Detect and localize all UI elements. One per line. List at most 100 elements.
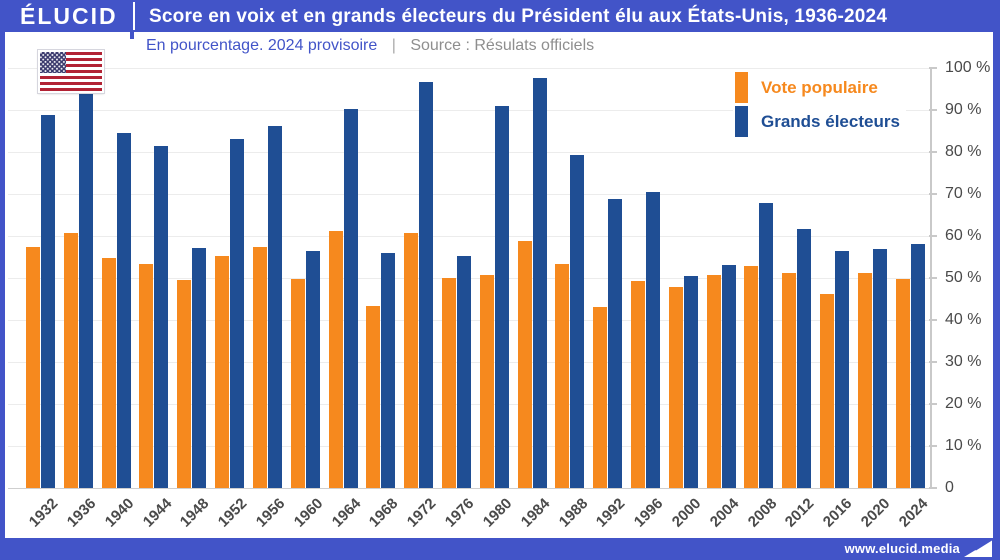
- frame-border-right: [993, 32, 1000, 538]
- y-tick-label-20%: 20 %: [945, 395, 982, 412]
- x-tick-label-2020: 2020: [857, 495, 894, 531]
- x-tick-label-1992: 1992: [593, 495, 629, 531]
- x-tick-label-1948: 1948: [177, 495, 213, 531]
- bar-grands-electeurs-1956: [267, 126, 282, 488]
- bar-grands-electeurs-1932: [41, 114, 55, 488]
- bar-vote-populaire-1944: [139, 263, 154, 488]
- bar-group-1996: 1996: [631, 68, 667, 531]
- bar-group-1940: 1940: [102, 68, 137, 531]
- x-axis-baseline: [8, 487, 931, 489]
- x-tick-label-2012: 2012: [782, 495, 818, 531]
- flag-pennant-icon: [964, 538, 992, 557]
- bar-vote-populaire-1972: [404, 233, 419, 488]
- y-tick-label-0: 0: [945, 479, 954, 496]
- bar-grands-electeurs-2024: [910, 243, 925, 488]
- bar-vote-populaire-1968: [366, 305, 381, 488]
- chart-legend: Vote populaire Grands électeurs: [733, 70, 906, 142]
- bar-grands-electeurs-1952: [230, 138, 245, 488]
- y-tick-20%: [929, 403, 937, 405]
- bar-vote-populaire-1952: [215, 256, 230, 488]
- bar-grands-electeurs-1948: [192, 248, 207, 488]
- bar-group-1988: 1988: [555, 68, 591, 531]
- bar-grands-electeurs-1960: [305, 251, 320, 488]
- bar-vote-populaire-2016: [820, 294, 835, 488]
- bar-group-2008: 2008: [744, 68, 780, 531]
- bar-vote-populaire-1996: [631, 281, 645, 488]
- bar-grands-electeurs-1980: [494, 106, 509, 488]
- x-tick-label-2024: 2024: [895, 495, 932, 531]
- bar-grands-electeurs-1984: [532, 78, 547, 488]
- bar-vote-populaire-2004: [706, 275, 721, 488]
- bar-vote-populaire-2000: [668, 286, 683, 488]
- subtitle-source: Source : Résulats officiels: [410, 37, 595, 54]
- bar-group-1992: 1992: [593, 68, 629, 531]
- y-tick-label-80%: 80 %: [945, 143, 982, 160]
- y-tick-label-30%: 30 %: [945, 353, 982, 370]
- bar-group-1984: 1984: [517, 68, 553, 531]
- y-tick-label-10%: 10 %: [945, 437, 982, 454]
- bar-vote-populaire-1960: [290, 279, 305, 488]
- chart-subtitle: En pourcentage. 2024 provisoire | Source…: [146, 37, 594, 55]
- x-tick-label-2004: 2004: [706, 495, 743, 531]
- x-tick-label-1932: 1932: [25, 495, 62, 531]
- bar-grands-electeurs-1936: [78, 74, 93, 488]
- bar-group-1968: 1968: [366, 68, 402, 531]
- gridline-90: [8, 109, 930, 111]
- footer-url: www.elucid.media: [844, 541, 960, 556]
- y-tick-10%: [929, 445, 937, 447]
- bar-vote-populaire-1964: [328, 231, 343, 488]
- header-bar: ÉLUCID Score en voix et en grands électe…: [0, 0, 1000, 32]
- bar-group-1944: 1944: [139, 68, 175, 531]
- gridline-60: [8, 235, 930, 237]
- y-tick-label-40%: 40 %: [945, 311, 982, 328]
- bar-grands-electeurs-1972: [419, 81, 434, 488]
- bar-vote-populaire-1992: [593, 307, 608, 488]
- legend-swatch-blue: [735, 106, 748, 137]
- bar-grands-electeurs-2000: [683, 276, 698, 488]
- y-tick-50%: [929, 277, 937, 279]
- x-tick-label-1940: 1940: [101, 495, 138, 531]
- x-tick-label-1952: 1952: [214, 495, 251, 531]
- bar-group-1964: 1964: [328, 68, 364, 531]
- x-tick-label-1976: 1976: [441, 495, 478, 531]
- bar-group-2024: 2024: [895, 68, 931, 531]
- elucid-logo: ÉLUCID: [20, 3, 118, 29]
- bar-vote-populaire-1936: [63, 232, 78, 488]
- x-tick-label-1996: 1996: [630, 495, 667, 531]
- bar-group-1932: 1932: [26, 68, 62, 531]
- bars-container: 1932 1936 1940 1944 1948 1952 1956 1960 1964 1968…: [26, 68, 931, 531]
- bar-group-1956: 1956: [253, 68, 288, 531]
- frame-border-left: [0, 32, 5, 538]
- gridline-100: [8, 67, 930, 69]
- bar-vote-populaire-2024: [895, 278, 910, 488]
- x-tick-label-1972: 1972: [404, 495, 440, 531]
- y-tick-60%: [929, 235, 937, 237]
- bar-vote-populaire-2008: [744, 265, 759, 488]
- bar-vote-populaire-1976: [441, 277, 456, 488]
- x-tick-label-1964: 1964: [328, 495, 365, 531]
- y-tick-90%: [929, 109, 937, 111]
- x-tick-label-2016: 2016: [819, 495, 856, 531]
- bar-grands-electeurs-1996: [646, 192, 660, 488]
- bar-grands-electeurs-2008: [759, 203, 774, 488]
- x-tick-label-1936: 1936: [63, 495, 100, 531]
- subtitle-note: En pourcentage. 2024 provisoire: [146, 37, 378, 54]
- bar-grands-electeurs-1944: [154, 146, 169, 488]
- plot-area: 1932 1936 1940 1944 1948 1952 1956 1960 1964 1968…: [8, 67, 931, 531]
- x-tick-label-1980: 1980: [479, 495, 516, 531]
- y-tick-label-60%: 60 %: [945, 227, 982, 244]
- bar-group-1948: 1948: [177, 68, 213, 531]
- x-tick-label-1988: 1988: [555, 495, 591, 531]
- y-tick-label-70%: 70 %: [945, 185, 982, 202]
- bar-group-2004: 2004: [706, 68, 742, 531]
- header-separator: [133, 2, 135, 30]
- bar-vote-populaire-2012: [782, 273, 797, 488]
- bar-grands-electeurs-2004: [721, 264, 736, 488]
- bar-group-2000: 2000: [668, 68, 704, 531]
- bar-grands-electeurs-1968: [381, 253, 396, 488]
- bar-grands-electeurs-1988: [570, 155, 585, 488]
- us-flag-stripes: [40, 52, 102, 91]
- x-tick-label-1968: 1968: [366, 495, 402, 531]
- bar-grands-electeurs-1964: [343, 108, 358, 488]
- gridline-80: [8, 151, 930, 153]
